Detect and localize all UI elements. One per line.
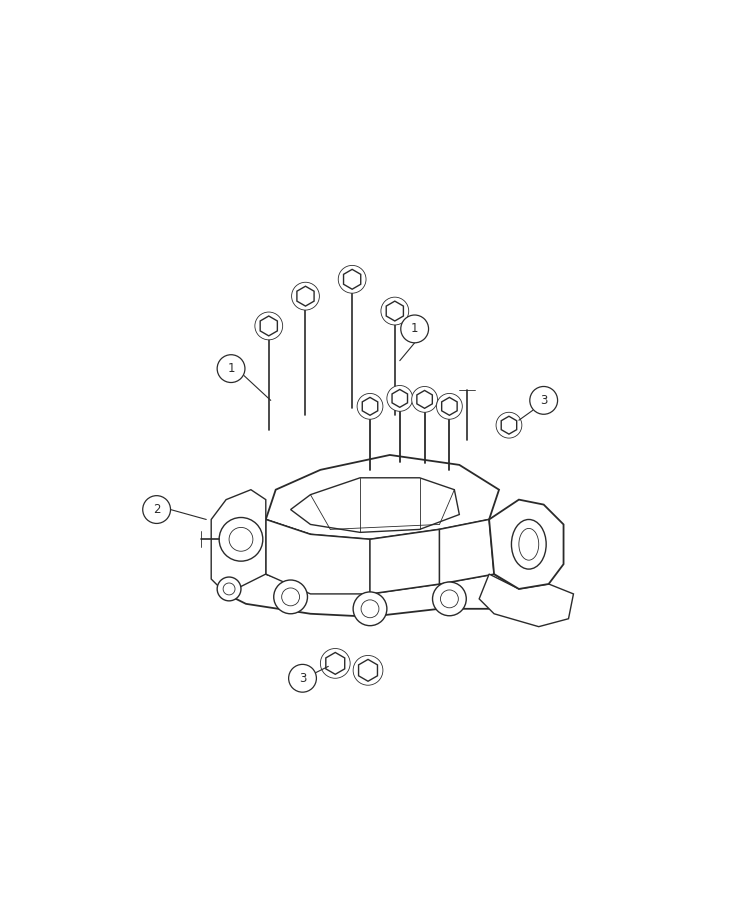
Circle shape [338, 266, 366, 293]
Circle shape [320, 649, 350, 679]
Polygon shape [417, 391, 432, 409]
Circle shape [361, 600, 379, 617]
Circle shape [381, 297, 409, 325]
Circle shape [288, 664, 316, 692]
Circle shape [496, 412, 522, 438]
Ellipse shape [519, 528, 539, 560]
Circle shape [223, 583, 235, 595]
Ellipse shape [511, 519, 546, 569]
Circle shape [387, 385, 413, 411]
Polygon shape [439, 519, 494, 584]
Text: 1: 1 [411, 322, 419, 336]
Polygon shape [392, 390, 408, 408]
Text: 1: 1 [227, 362, 235, 375]
Circle shape [530, 386, 557, 414]
Circle shape [353, 655, 383, 685]
Circle shape [255, 312, 282, 340]
Polygon shape [344, 269, 361, 289]
Circle shape [217, 355, 245, 382]
Circle shape [433, 582, 466, 616]
Circle shape [440, 590, 459, 608]
Circle shape [282, 588, 299, 606]
Text: 3: 3 [299, 671, 306, 685]
Polygon shape [386, 302, 403, 321]
Circle shape [412, 386, 437, 412]
Circle shape [292, 283, 319, 310]
Circle shape [401, 315, 428, 343]
Circle shape [229, 527, 253, 551]
Circle shape [436, 393, 462, 419]
Polygon shape [479, 574, 574, 626]
Text: 3: 3 [540, 394, 548, 407]
Circle shape [357, 393, 383, 419]
Circle shape [219, 518, 263, 562]
Polygon shape [260, 316, 277, 336]
Circle shape [353, 592, 387, 626]
Polygon shape [266, 455, 499, 539]
Polygon shape [442, 398, 457, 415]
Polygon shape [211, 490, 266, 594]
Polygon shape [362, 398, 378, 415]
Circle shape [217, 577, 241, 601]
Polygon shape [489, 500, 564, 589]
Circle shape [143, 496, 170, 524]
Polygon shape [326, 652, 345, 674]
Polygon shape [226, 574, 519, 617]
Polygon shape [290, 478, 459, 533]
Polygon shape [297, 286, 314, 306]
Circle shape [273, 580, 308, 614]
Polygon shape [370, 529, 439, 594]
Polygon shape [266, 519, 310, 589]
Polygon shape [501, 417, 516, 434]
Text: 2: 2 [153, 503, 160, 516]
Polygon shape [359, 660, 377, 681]
Polygon shape [266, 519, 370, 594]
